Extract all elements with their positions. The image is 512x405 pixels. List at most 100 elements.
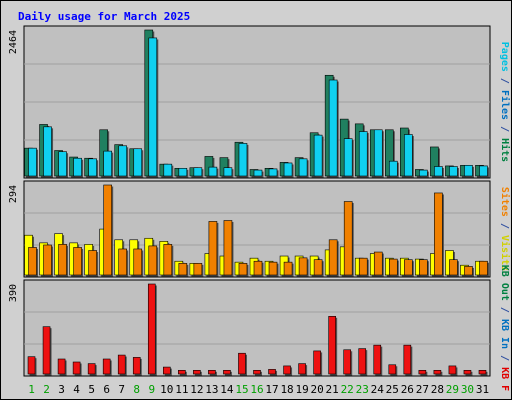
side-label-part: / bbox=[499, 349, 510, 367]
bar bbox=[463, 370, 472, 375]
side-label-part: KB In bbox=[499, 319, 510, 349]
panel-bottom-axis-max-label: 390 bbox=[8, 284, 19, 302]
bar bbox=[388, 364, 397, 375]
bar bbox=[72, 361, 81, 375]
bar bbox=[163, 366, 171, 375]
day-label: 5 bbox=[88, 383, 95, 396]
panel-top-side-label: Pages / Files / Hits bbox=[499, 42, 511, 162]
bar bbox=[133, 248, 143, 276]
bar bbox=[223, 370, 231, 375]
bar bbox=[253, 370, 261, 375]
day-label: 20 bbox=[311, 383, 324, 396]
bar bbox=[418, 370, 427, 375]
bar bbox=[193, 167, 203, 177]
day-label: 2 bbox=[43, 383, 50, 396]
side-label-part: / bbox=[499, 301, 510, 319]
bar bbox=[328, 239, 338, 276]
bar bbox=[358, 257, 368, 276]
side-label-part: / bbox=[499, 72, 510, 90]
bar bbox=[358, 348, 367, 375]
bar bbox=[132, 357, 141, 375]
day-label: 28 bbox=[431, 383, 444, 396]
bar bbox=[147, 283, 156, 375]
bar bbox=[117, 354, 126, 375]
bar bbox=[433, 370, 442, 375]
bar bbox=[103, 150, 112, 177]
side-label-part: Pages bbox=[499, 42, 510, 72]
bar bbox=[238, 352, 246, 375]
day-label: 13 bbox=[205, 383, 218, 396]
panel-bottom-background bbox=[23, 279, 491, 377]
bar bbox=[118, 145, 128, 177]
side-label-part: Visits bbox=[499, 235, 511, 271]
bar bbox=[419, 259, 428, 276]
bar bbox=[43, 244, 52, 276]
bar bbox=[313, 259, 323, 276]
bar bbox=[193, 370, 201, 375]
side-label-part: Files bbox=[499, 90, 511, 120]
bar bbox=[373, 129, 383, 177]
bar bbox=[434, 166, 443, 177]
bar bbox=[88, 158, 97, 177]
bar bbox=[208, 370, 216, 375]
bar bbox=[163, 163, 173, 177]
panel-bottom-side-label: KB Out / KB In / KB F bbox=[499, 265, 510, 391]
bar bbox=[403, 344, 412, 375]
bar bbox=[28, 247, 37, 276]
bar bbox=[449, 166, 458, 177]
bar bbox=[478, 370, 487, 375]
bar bbox=[223, 220, 233, 276]
bar bbox=[479, 165, 488, 177]
bar bbox=[464, 165, 473, 177]
bar bbox=[313, 350, 321, 375]
day-label: 15 bbox=[235, 383, 248, 396]
side-label-part: KB F bbox=[499, 367, 510, 391]
day-label: 30 bbox=[461, 383, 474, 396]
bar bbox=[464, 266, 473, 276]
bar bbox=[223, 167, 233, 177]
bar bbox=[268, 369, 276, 375]
bar bbox=[57, 358, 66, 375]
bar bbox=[479, 260, 488, 276]
day-label: 26 bbox=[401, 383, 414, 396]
bar bbox=[28, 147, 37, 177]
bar bbox=[43, 126, 52, 177]
bar bbox=[283, 365, 291, 375]
day-label: 3 bbox=[58, 383, 65, 396]
series-files bbox=[28, 37, 489, 178]
panel-middle: 294 Sites / Visits bbox=[8, 180, 511, 278]
bar bbox=[298, 363, 306, 375]
bar bbox=[404, 259, 413, 276]
bar bbox=[283, 162, 293, 177]
bar bbox=[404, 134, 413, 177]
bar bbox=[328, 79, 338, 177]
panel-middle-axis-max-label: 294 bbox=[8, 185, 19, 203]
day-label: 23 bbox=[356, 383, 369, 396]
day-label: 31 bbox=[476, 383, 489, 396]
day-labels: 1 2 3 4 5 6 7 8 9 10 11 12 13 14 15 16 17 18 19 20 21 22 23 24 2… bbox=[28, 383, 489, 396]
bar bbox=[358, 131, 368, 177]
day-label: 12 bbox=[190, 383, 203, 396]
side-label-part: / bbox=[499, 217, 510, 235]
bar bbox=[238, 263, 248, 276]
day-label: 4 bbox=[73, 383, 80, 396]
bar bbox=[42, 326, 51, 375]
bar bbox=[208, 166, 218, 177]
bar bbox=[178, 263, 188, 276]
bar bbox=[193, 263, 203, 276]
bar bbox=[388, 258, 398, 276]
side-label-part: / bbox=[499, 120, 510, 138]
day-label: 22 bbox=[341, 383, 354, 396]
day-label: 17 bbox=[265, 383, 278, 396]
side-label-part: Sites bbox=[499, 187, 511, 217]
day-label: 18 bbox=[280, 383, 293, 396]
bar bbox=[87, 363, 96, 375]
panel-top-axis-max-label: 2464 bbox=[8, 30, 19, 54]
side-label-part: KB Out bbox=[499, 265, 510, 301]
bar bbox=[298, 257, 308, 276]
bar bbox=[102, 358, 111, 375]
day-label: 16 bbox=[250, 383, 263, 396]
bar bbox=[343, 201, 353, 276]
